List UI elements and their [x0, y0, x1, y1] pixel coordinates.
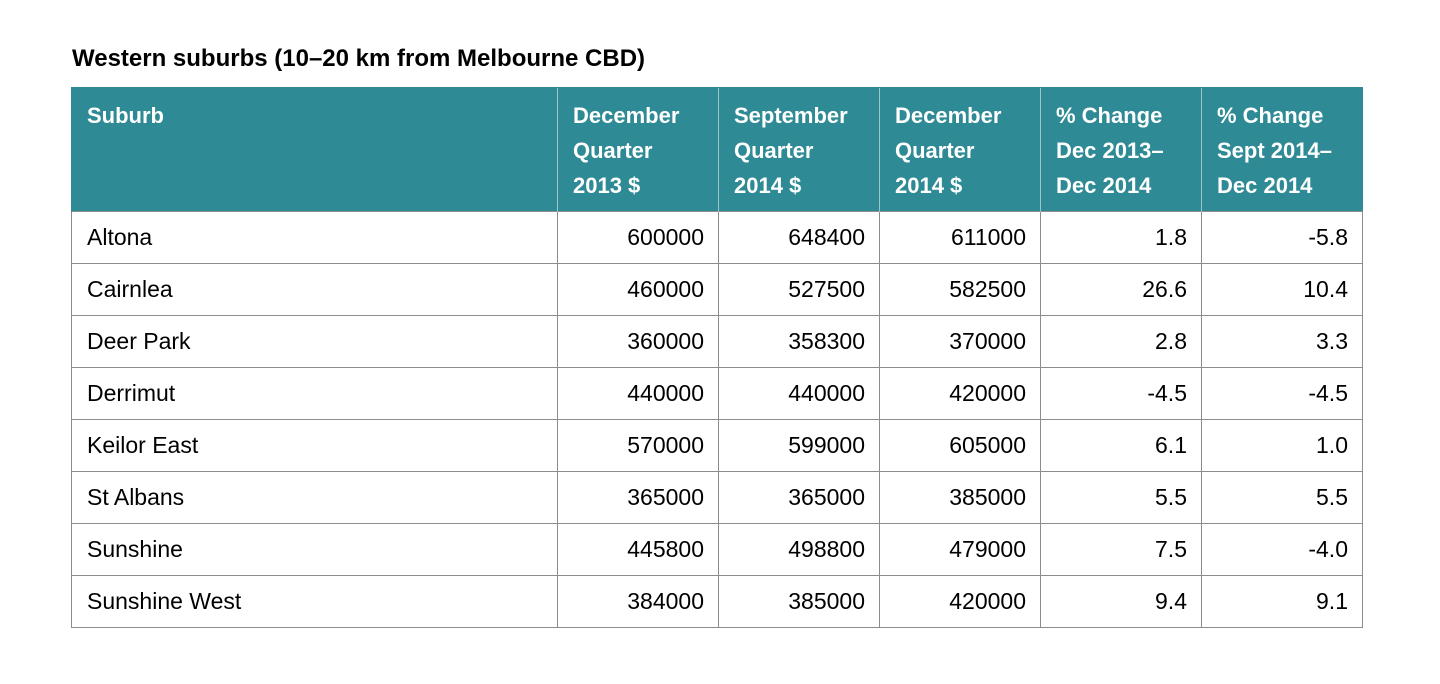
dec-2014-cell: 582500	[879, 263, 1041, 316]
sep-2014-cell: 365000	[718, 471, 880, 524]
change-annual-cell: -4.5	[1040, 367, 1202, 420]
sep-2014-cell: 527500	[718, 263, 880, 316]
header-line: % Change	[1217, 103, 1324, 128]
change-quarterly-cell: 10.4	[1201, 263, 1363, 316]
header-line: Dec 2014	[1056, 173, 1152, 198]
suburb-cell: St Albans	[71, 471, 558, 524]
dec-2013-cell: 570000	[557, 419, 719, 472]
change-annual-cell: 5.5	[1040, 471, 1202, 524]
table-body: Altona 600000 648400 611000 1.8 -5.8 Cai…	[71, 211, 1363, 628]
sep-2014-cell: 498800	[718, 523, 880, 576]
header-dec-quarter-2013: December Quarter 2013 $	[557, 87, 719, 212]
sep-2014-cell: 599000	[718, 419, 880, 472]
dec-2013-cell: 460000	[557, 263, 719, 316]
table-row: Keilor East 570000 599000 605000 6.1 1.0	[71, 419, 1363, 472]
change-annual-cell: 1.8	[1040, 211, 1202, 264]
header-line: 2014 $	[734, 173, 802, 198]
dec-2013-cell: 365000	[557, 471, 719, 524]
dec-2013-cell: 440000	[557, 367, 719, 420]
dec-2014-cell: 611000	[879, 211, 1041, 264]
header-row: Suburb December Quarter 2013 $ September…	[71, 87, 1363, 212]
sep-2014-cell: 648400	[718, 211, 880, 264]
sep-2014-cell: 385000	[718, 575, 880, 628]
change-quarterly-cell: 1.0	[1201, 419, 1363, 472]
sep-2014-cell: 440000	[718, 367, 880, 420]
change-quarterly-cell: -4.5	[1201, 367, 1363, 420]
header-line: September	[734, 103, 848, 128]
change-quarterly-cell: 9.1	[1201, 575, 1363, 628]
dec-2014-cell: 385000	[879, 471, 1041, 524]
table-row: Deer Park 360000 358300 370000 2.8 3.3	[71, 315, 1363, 368]
change-annual-cell: 9.4	[1040, 575, 1202, 628]
dec-2013-cell: 600000	[557, 211, 719, 264]
table-row: Cairnlea 460000 527500 582500 26.6 10.4	[71, 263, 1363, 316]
dec-2013-cell: 445800	[557, 523, 719, 576]
header-line: December	[573, 103, 680, 128]
dec-2014-cell: 605000	[879, 419, 1041, 472]
table-row: St Albans 365000 365000 385000 5.5 5.5	[71, 471, 1363, 524]
suburb-cell: Cairnlea	[71, 263, 558, 316]
table-row: Derrimut 440000 440000 420000 -4.5 -4.5	[71, 367, 1363, 420]
dec-2014-cell: 370000	[879, 315, 1041, 368]
change-annual-cell: 26.6	[1040, 263, 1202, 316]
header-change-annual: % Change Dec 2013– Dec 2014	[1040, 87, 1202, 212]
header-line: Quarter	[573, 138, 653, 163]
sep-2014-cell: 358300	[718, 315, 880, 368]
change-quarterly-cell: 5.5	[1201, 471, 1363, 524]
change-annual-cell: 2.8	[1040, 315, 1202, 368]
header-line: % Change	[1056, 103, 1163, 128]
change-quarterly-cell: -5.8	[1201, 211, 1363, 264]
suburb-cell: Keilor East	[71, 419, 558, 472]
dec-2014-cell: 479000	[879, 523, 1041, 576]
suburb-cell: Derrimut	[71, 367, 558, 420]
header-line: Suburb	[87, 103, 164, 128]
header-line: Dec 2013–	[1056, 138, 1164, 163]
header-line: Quarter	[895, 138, 975, 163]
change-quarterly-cell: -4.0	[1201, 523, 1363, 576]
header-dec-quarter-2014: December Quarter 2014 $	[879, 87, 1041, 212]
suburb-cell: Sunshine	[71, 523, 558, 576]
header-suburb: Suburb	[71, 87, 558, 212]
table-row: Sunshine West 384000 385000 420000 9.4 9…	[71, 575, 1363, 628]
header-line: Sept 2014–	[1217, 138, 1332, 163]
change-quarterly-cell: 3.3	[1201, 315, 1363, 368]
header-line: 2013 $	[573, 173, 641, 198]
suburb-cell: Altona	[71, 211, 558, 264]
table-row: Altona 600000 648400 611000 1.8 -5.8	[71, 211, 1363, 264]
suburb-cell: Deer Park	[71, 315, 558, 368]
header-line: 2014 $	[895, 173, 963, 198]
header-line: Dec 2014	[1217, 173, 1313, 198]
suburb-cell: Sunshine West	[71, 575, 558, 628]
header-line: December	[895, 103, 1002, 128]
table-row: Sunshine 445800 498800 479000 7.5 -4.0	[71, 523, 1363, 576]
change-annual-cell: 6.1	[1040, 419, 1202, 472]
dec-2014-cell: 420000	[879, 367, 1041, 420]
header-change-quarterly: % Change Sept 2014– Dec 2014	[1201, 87, 1363, 212]
header-sep-quarter-2014: September Quarter 2014 $	[718, 87, 880, 212]
header-line: Quarter	[734, 138, 814, 163]
dec-2013-cell: 384000	[557, 575, 719, 628]
table-header: Suburb December Quarter 2013 $ September…	[71, 87, 1363, 212]
dec-2014-cell: 420000	[879, 575, 1041, 628]
price-table: Suburb December Quarter 2013 $ September…	[71, 87, 1363, 628]
table-caption: Western suburbs (10–20 km from Melbourne…	[72, 45, 646, 72]
dec-2013-cell: 360000	[557, 315, 719, 368]
change-annual-cell: 7.5	[1040, 523, 1202, 576]
